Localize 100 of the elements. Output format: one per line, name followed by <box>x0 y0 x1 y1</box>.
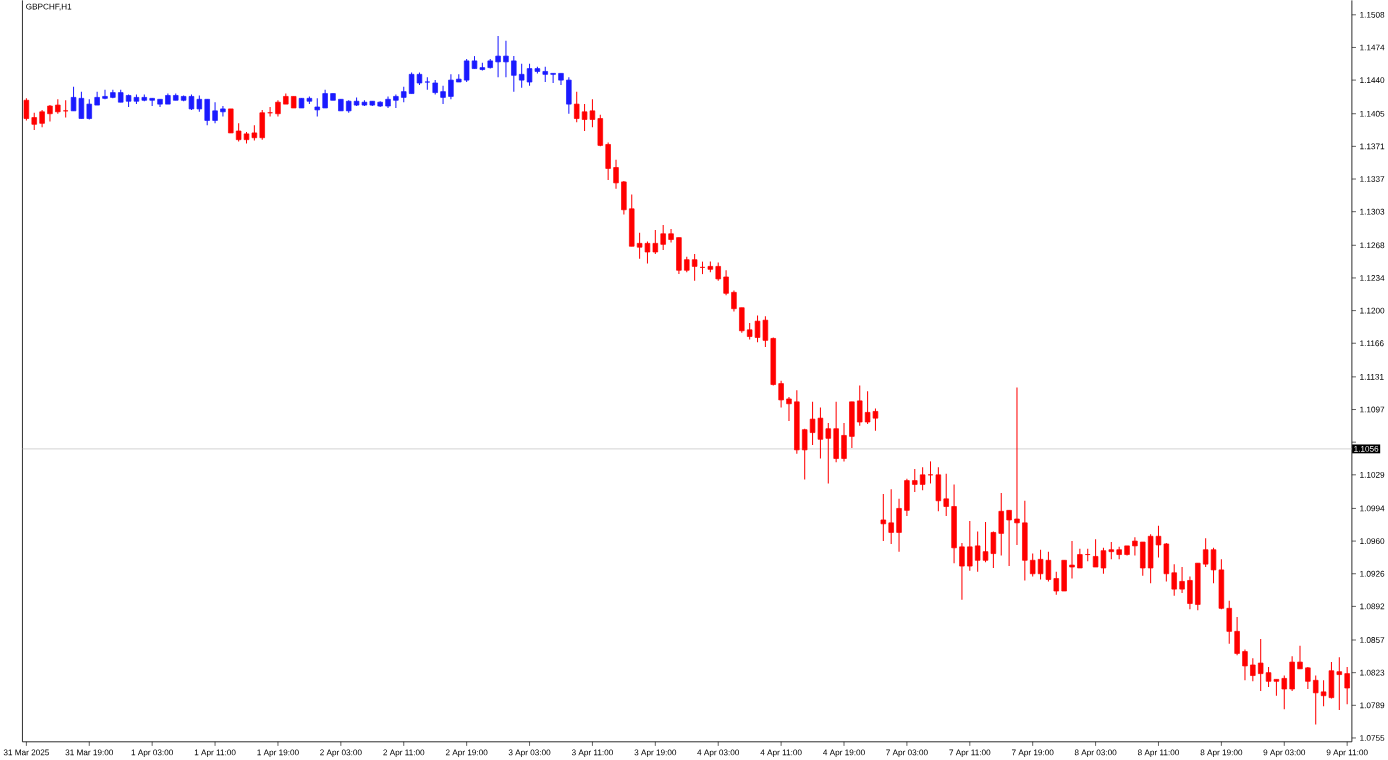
candlestick <box>1242 648 1248 681</box>
candlestick <box>495 35 501 78</box>
y-tick-label: 1.1029 <box>1360 471 1385 478</box>
candlestick <box>1234 616 1240 656</box>
candlestick <box>1132 536 1138 556</box>
x-tick-label: 4 Apr 11:00 <box>760 749 802 757</box>
candlestick <box>912 468 918 493</box>
candlestick <box>1187 575 1193 610</box>
candlestick <box>786 396 792 422</box>
candlestick <box>974 530 981 573</box>
candlestick <box>959 542 965 601</box>
x-tick-label: 3 Apr 03:00 <box>508 749 551 757</box>
y-tick-label: 1.1268 <box>1360 242 1385 249</box>
candlestick <box>919 466 926 491</box>
y-tick-label: 1.1200 <box>1360 307 1385 314</box>
x-tick-label: 7 Apr 03:00 <box>886 749 928 757</box>
candlestick <box>857 384 863 427</box>
x-tick-label: 1 Apr 19:00 <box>257 749 299 757</box>
x-tick-label: 8 Apr 19:00 <box>1200 749 1243 757</box>
ref-line-label: 1.1056 <box>1354 445 1379 452</box>
candlestick <box>1297 645 1303 670</box>
candlestick <box>511 55 517 92</box>
candlestick <box>943 473 949 517</box>
candlestick <box>1179 566 1185 594</box>
y-tick-label: 1.0789 <box>1360 702 1385 709</box>
candlestick <box>204 98 210 126</box>
y-tick-label: 1.0755 <box>1360 734 1385 741</box>
y-tick-label: 1.1166 <box>1360 340 1384 346</box>
x-tick-label: 7 Apr 19:00 <box>1011 749 1054 757</box>
candlestick <box>691 253 698 282</box>
x-tick-label: 2 Apr 03:00 <box>320 749 362 757</box>
candlestick <box>503 40 509 78</box>
candlestick <box>1006 509 1012 567</box>
candlestick <box>314 97 320 117</box>
y-tick-label: 1.0823 <box>1360 669 1385 676</box>
candlestick <box>1336 656 1343 711</box>
y-tick-label: 1.0994 <box>1360 505 1385 512</box>
candlestick <box>102 89 108 100</box>
x-tick-label: 1 Apr 03:00 <box>131 749 173 757</box>
y-tick-label: 1.1405 <box>1360 110 1385 117</box>
y-tick-label: 1.1303 <box>1360 208 1385 215</box>
candlestick <box>1202 537 1209 568</box>
candlestick <box>739 307 745 334</box>
candlestick <box>220 105 226 117</box>
x-tick-label: 7 Apr 11:00 <box>949 749 991 757</box>
candlestick <box>1344 666 1350 705</box>
candlestick <box>1171 563 1177 597</box>
candlestick <box>393 93 399 109</box>
candlestick <box>1077 548 1083 569</box>
candlestick <box>731 289 737 312</box>
candlestick <box>778 380 784 408</box>
candlestick <box>518 63 525 89</box>
candlestick <box>1053 571 1059 596</box>
candlestick <box>841 422 847 462</box>
y-tick-label: 1.1131 <box>1360 373 1384 380</box>
candlestick <box>723 269 729 296</box>
candlestick <box>235 122 242 142</box>
candlestick <box>1226 599 1232 645</box>
candlestick <box>967 520 973 572</box>
candlestick <box>212 101 218 124</box>
candlestick <box>1281 674 1287 710</box>
x-tick-label: 4 Apr 03:00 <box>697 749 740 757</box>
candlestick <box>1257 638 1264 692</box>
y-tick-label: 1.1508 <box>1360 11 1385 18</box>
x-tick-label: 2 Apr 11:00 <box>383 749 425 757</box>
x-tick-label: 31 Mar 2025 <box>3 749 49 756</box>
candlestick <box>880 493 887 542</box>
candlestick <box>1250 657 1256 682</box>
y-tick-label: 1.1474 <box>1360 44 1385 51</box>
candlestick <box>652 229 659 255</box>
candlestick <box>440 85 446 105</box>
x-tick-label: 9 Apr 11:00 <box>1326 749 1368 757</box>
candlestick <box>888 488 894 545</box>
candlestick <box>801 428 808 480</box>
y-tick-label: 1.1097 <box>1360 406 1385 413</box>
candlestick <box>573 90 580 123</box>
y-tick-label: 1.1337 <box>1360 175 1385 182</box>
y-tick-label: 1.1371 <box>1360 143 1385 150</box>
x-tick-label: 3 Apr 11:00 <box>571 749 613 757</box>
candlestick <box>825 422 832 484</box>
x-tick-label: 9 Apr 03:00 <box>1263 749 1306 757</box>
candlestick <box>613 159 619 189</box>
candlestick <box>1069 540 1075 579</box>
x-tick-label: 8 Apr 03:00 <box>1074 749 1117 757</box>
candlestick <box>1313 674 1319 725</box>
x-tick-label: 2 Apr 19:00 <box>445 749 488 757</box>
y-tick-label: 1.0960 <box>1360 538 1385 544</box>
x-tick-label: 8 Apr 11:00 <box>1137 749 1180 757</box>
y-tick-label: 1.0892 <box>1360 603 1385 610</box>
chart-title: GBPCHF,H1 <box>26 3 72 11</box>
x-tick-label: 1 Apr 11:00 <box>194 749 236 757</box>
candlestick <box>1029 552 1036 577</box>
candlestick <box>322 89 328 109</box>
candlestick <box>23 97 30 121</box>
candlestick <box>1014 386 1020 546</box>
candlestick <box>660 224 666 251</box>
candlestick <box>448 73 454 100</box>
y-tick-label: 1.0926 <box>1360 570 1385 577</box>
x-tick-label: 31 Mar 19:00 <box>65 749 114 756</box>
y-tick-label: 1.1234 <box>1360 274 1385 281</box>
